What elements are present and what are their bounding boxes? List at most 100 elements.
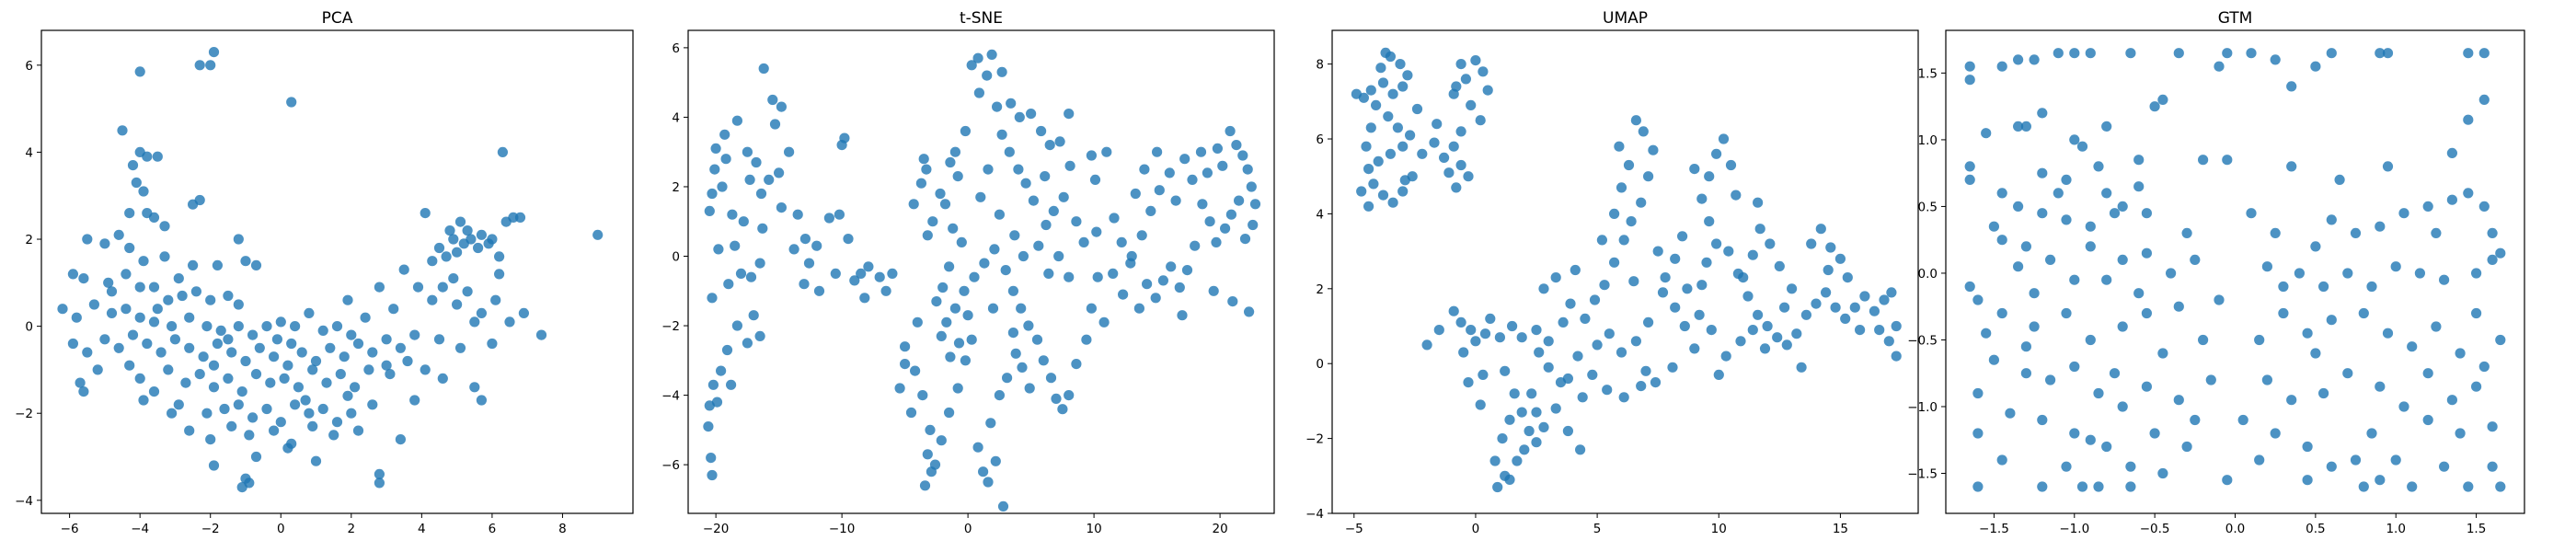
scatter-point (774, 167, 785, 178)
scatter-point (2141, 307, 2152, 319)
scatter-point (215, 325, 226, 336)
y-tick-label: 0 (1316, 357, 1324, 372)
scatter-point (134, 312, 145, 323)
scatter-point (1796, 362, 1807, 373)
x-tick-label: −2 (201, 522, 220, 536)
scatter-point (1723, 246, 1734, 257)
scatter-point (2278, 281, 2289, 293)
scatter-point (2318, 281, 2329, 293)
scatter-point (2375, 475, 2386, 486)
scatter-point (1886, 287, 1897, 298)
scatter-point (1577, 392, 1588, 403)
scatter-point (282, 443, 293, 454)
scatter-point (240, 256, 251, 267)
scatter-point (799, 279, 810, 290)
scatter-point (1179, 154, 1190, 165)
scatter-point (1463, 377, 1474, 388)
scatter-point (1013, 164, 1024, 175)
scatter-point (2270, 227, 2281, 238)
scatter-point (1136, 230, 1147, 241)
scatter-point (286, 97, 297, 108)
scatter-point (1815, 224, 1826, 235)
scatter-point (767, 94, 778, 106)
scatter-point (1592, 339, 1603, 351)
scatter-point (1071, 359, 1082, 370)
scatter-point (1825, 242, 1836, 253)
scatter-point (744, 174, 755, 185)
scatter-point (2117, 321, 2128, 332)
scatter-point (830, 268, 841, 279)
scatter-point (2471, 268, 2482, 279)
scatter-point (966, 60, 977, 71)
scatter-point (121, 269, 132, 280)
scatter-point (1891, 320, 1902, 332)
scatter-point (2157, 348, 2168, 359)
scatter-point (226, 420, 237, 431)
scatter-point (2334, 174, 2345, 185)
scatter-point (1455, 59, 1466, 70)
scatter-point (2109, 208, 2121, 219)
scatter-point (2222, 155, 2233, 166)
scatter-point (1694, 309, 1705, 320)
scatter-point (937, 282, 949, 293)
scatter-point (1356, 186, 1367, 197)
scatter-point (1375, 63, 1386, 74)
scatter-point (325, 342, 336, 353)
scatter-point (2013, 261, 2024, 272)
scatter-point (748, 310, 759, 321)
scatter-point (704, 205, 715, 216)
scatter-point (2326, 315, 2337, 326)
scatter-point (304, 307, 315, 318)
scatter-point (1972, 294, 1984, 305)
scatter-point (1187, 174, 1198, 185)
scatter-point (987, 303, 999, 314)
scatter-point (1630, 115, 1641, 126)
scatter-point (730, 240, 741, 251)
scatter-point (103, 277, 114, 288)
scatter-point (1791, 328, 1802, 339)
scatter-point (1879, 294, 1890, 305)
scatter-point (754, 330, 765, 341)
scatter-point (57, 304, 68, 315)
scatter-point (1385, 148, 1396, 159)
scatter-point (331, 417, 343, 428)
umap-panel: UMAP −5 0 5 10 15 −4 −2 0 2 4 6 8 (1305, 9, 1919, 536)
y-tick-label: 0 (25, 320, 33, 335)
scatter-point (1596, 235, 1607, 246)
x-tick-label: 0 (1472, 522, 1480, 536)
scatter-point (2254, 334, 2265, 346)
scatter-point (1202, 167, 1213, 178)
scatter-point (983, 477, 994, 488)
y-tick-label: −4 (1305, 507, 1324, 522)
scatter-point (1091, 226, 1102, 237)
scatter-point (1246, 181, 1257, 192)
x-tick-label: 6 (489, 522, 497, 536)
scatter-point (2205, 374, 2216, 385)
scatter-point (1747, 325, 1758, 336)
scatter-point (2390, 454, 2401, 466)
scatter-point (402, 355, 413, 367)
x-tick-label: 8 (558, 522, 567, 536)
scatter-point (735, 268, 747, 279)
scatter-point (1996, 235, 2007, 246)
scatter-point (973, 87, 984, 98)
scatter-point (271, 334, 282, 345)
scatter-point (275, 316, 286, 328)
scatter-point (1377, 77, 1389, 88)
scatter-point (1377, 190, 1389, 201)
scatter-point (1834, 253, 1846, 264)
scatter-point (1239, 234, 1251, 245)
scatter-point (2390, 261, 2401, 272)
scatter-point (1109, 213, 1120, 224)
scatter-point (1466, 325, 1477, 336)
scatter-point (124, 208, 135, 219)
scatter-point (1500, 365, 1511, 376)
y-tick-label: 1.5 (1918, 66, 1938, 81)
scatter-point (1470, 336, 1481, 347)
scatter-point (1507, 320, 1518, 332)
scatter-point (2133, 181, 2145, 192)
scatter-point (2446, 395, 2457, 406)
scatter-point (2053, 188, 2064, 199)
scatter-point (2037, 414, 2048, 426)
scatter-point (2125, 461, 2136, 472)
